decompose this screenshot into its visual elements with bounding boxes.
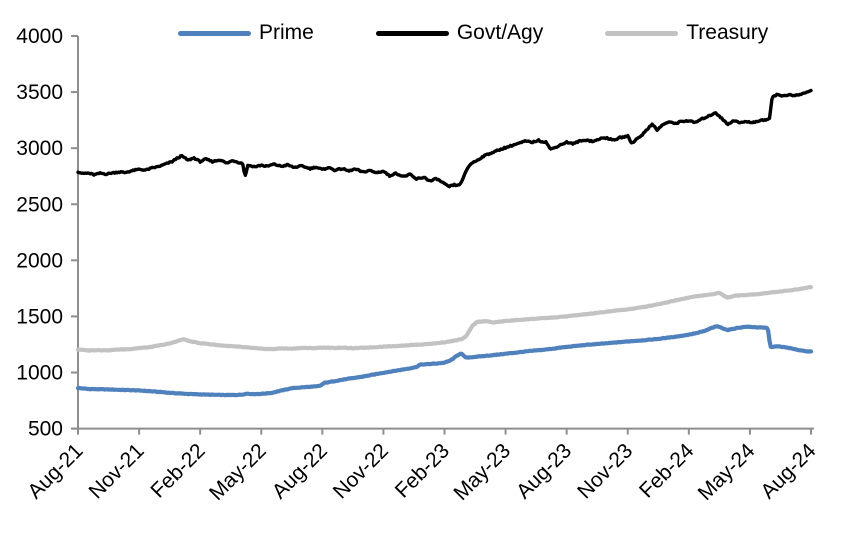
x-tick-label: Aug-23 (512, 439, 576, 503)
x-tick-label: Nov-23 (573, 439, 637, 503)
x-tick-label: Aug-24 (756, 439, 820, 503)
legend-item-treasury: Treasury (605, 22, 768, 44)
legend-item-prime: Prime (178, 22, 314, 44)
x-tick-label: Nov-21 (84, 439, 148, 503)
govt-agy-line-swatch-icon (375, 30, 449, 36)
x-tick-label: Feb-23 (391, 439, 454, 502)
y-tick-label: 3000 (16, 137, 63, 160)
y-tick-label: 4000 (16, 25, 63, 48)
treasury-line-swatch-icon (605, 30, 679, 36)
y-tick-label: 2500 (16, 193, 63, 216)
x-tick-label: Nov-22 (329, 439, 393, 503)
series-line-govt-agy (76, 88, 813, 189)
series-line-treasury (75, 284, 814, 353)
y-tick-label: 1500 (16, 305, 63, 328)
x-tick-label: May-24 (694, 439, 760, 505)
legend-label-treasury: Treasury (686, 21, 769, 44)
y-tick-label: 1000 (16, 362, 63, 385)
series-line-prime (75, 324, 814, 398)
y-tick-label: 2000 (16, 249, 63, 272)
legend-label-govt-agy: Govt/Agy (456, 21, 544, 44)
legend-item-govt-agy: Govt/Agy (375, 21, 544, 44)
y-tick-label: 500 (28, 418, 63, 441)
y-tick-label: 3500 (16, 81, 63, 104)
x-tick-label: Aug-22 (268, 439, 332, 503)
legend-label-prime: Prime (259, 21, 314, 44)
x-tick-label: Feb-22 (146, 439, 209, 502)
x-tick-label: May-23 (449, 439, 515, 505)
prime-line-swatch-icon (178, 30, 251, 36)
x-tick-label: May-22 (205, 439, 271, 505)
x-tick-label: Feb-24 (635, 439, 699, 503)
x-tick-label: Aug-21 (23, 439, 87, 503)
chart-legend: Prime Govt/Agy Treasury (178, 22, 768, 44)
